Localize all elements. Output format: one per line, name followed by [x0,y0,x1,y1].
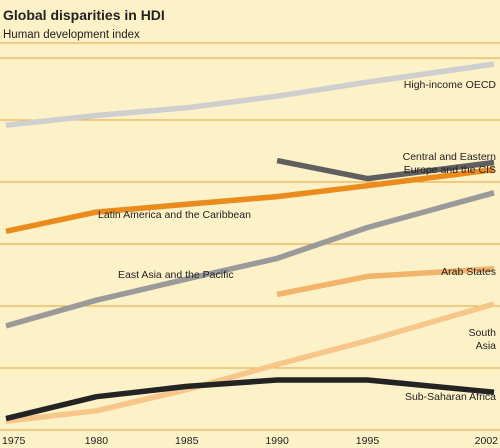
series-line-6 [5,377,495,422]
series-lines [5,61,495,424]
series-line-0 [5,61,495,128]
chart-subtitle: Human development index [3,29,140,41]
series-line-2 [5,166,495,234]
series-label-1: Central and Eastern [403,151,497,163]
chart-title: Global disparities in HDI [3,7,165,23]
series-label-6: Sub-Saharan Africa [405,391,496,403]
x-axis-ticks: 1975 1980 1985 1990 1995 2002 [2,435,498,447]
series-labels: High-income OECD Central and EasternEurop… [98,79,496,403]
x-tick-label: 1980 [85,435,109,447]
x-tick-label: 1985 [175,435,199,447]
series-line-1 [276,157,495,182]
series-label-5: Asia [476,340,497,352]
series-label-2: Latin America and the Caribbean [98,209,251,221]
x-tick-label: 1990 [265,435,289,447]
x-tick-label: 2002 [475,435,499,447]
x-tick-label: 1975 [2,435,26,447]
series-label-0: High-income OECD [404,79,497,91]
series-line-4 [276,265,495,298]
x-tick-label: 1995 [356,435,380,447]
series-label-3: East Asia and the Pacific [118,269,234,281]
series-line-5 [5,301,495,424]
series-label-1: Europe and the CIS [404,164,496,176]
series-label-5: South [469,327,497,339]
grid [0,42,500,431]
series-line-3 [5,190,495,329]
series-label-4: Arab States [441,266,496,278]
